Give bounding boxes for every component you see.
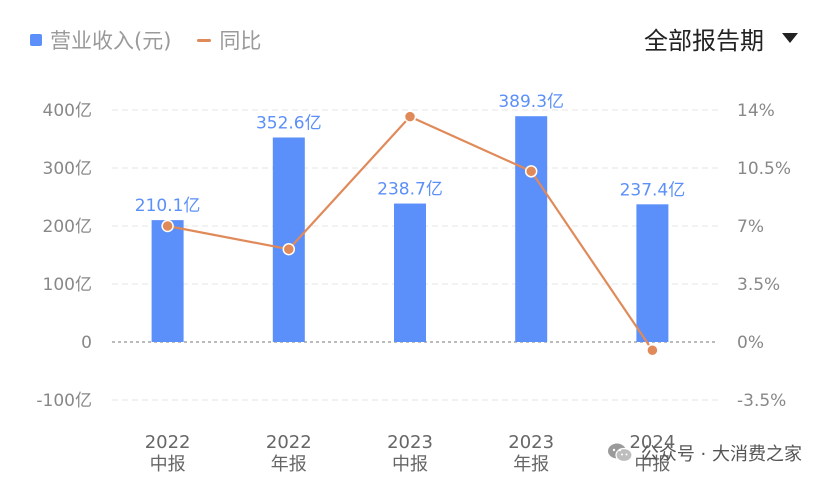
x-axis-period-label: 中报 [634, 454, 670, 475]
x-axis-year-label: 2022 [145, 432, 191, 453]
right-axis-tick-label: 10.5% [737, 159, 791, 179]
revenue-data-label: 352.6亿 [256, 113, 322, 133]
revenue-data-label: 237.4亿 [620, 180, 686, 200]
yoy-point [282, 242, 296, 256]
revenue-bar [636, 204, 669, 342]
revenue-data-label: 210.1亿 [135, 196, 201, 216]
x-axis-year-label: 2023 [508, 432, 554, 453]
yoy-point [403, 110, 417, 123]
right-axis-tick-label: 0% [737, 333, 764, 353]
yoy-point [161, 219, 174, 233]
wechat-icon [607, 442, 633, 464]
revenue-bar [151, 220, 184, 342]
revenue-data-label: 238.7亿 [377, 180, 443, 200]
x-axis-year-label: 2022 [266, 432, 312, 453]
x-axis-year-label: 2023 [387, 432, 433, 453]
right-axis-tick-label: -3.5% [737, 391, 786, 411]
triangle-down-icon [782, 33, 798, 43]
revenue-data-label: 389.3亿 [498, 92, 564, 112]
x-axis-period-label: 中报 [392, 454, 428, 475]
chart-legend: 营业收入(元) 同比 [30, 24, 261, 56]
x-axis-year-label: 2024 [629, 432, 675, 453]
left-axis-tick-label: 0 [81, 333, 92, 353]
left-axis-tick-label: 200亿 [43, 217, 92, 237]
yoy-point [524, 165, 538, 178]
revenue-bar [272, 137, 305, 342]
right-axis-tick-label: 3.5% [737, 275, 780, 295]
report-period-dropdown[interactable]: 全部报告期 [644, 20, 798, 56]
x-axis-period-label: 年报 [271, 454, 307, 475]
x-axis-period-label: 年报 [513, 454, 549, 475]
left-axis-tick-label: -100亿 [36, 391, 92, 411]
left-axis-tick-label: 100亿 [43, 275, 92, 295]
yoy-point [646, 344, 659, 357]
x-axis-period-label: 中报 [150, 454, 186, 475]
watermark: 公众号 · 大消费之家 [607, 440, 802, 466]
watermark-text: 公众号 · 大消费之家 [640, 444, 802, 465]
legend-label-revenue: 营业收入(元) [50, 29, 172, 53]
legend-item-revenue[interactable]: 营业收入(元) [30, 25, 171, 55]
bar-swatch-icon [30, 34, 42, 46]
left-axis-tick-label: 400亿 [43, 101, 92, 121]
report-period-label: 全部报告期 [644, 26, 764, 55]
left-axis-tick-label: 300亿 [43, 159, 92, 179]
legend-item-yoy[interactable]: 同比 [197, 25, 261, 55]
revenue-bar [394, 203, 426, 342]
legend-label-yoy: 同比 [219, 29, 262, 53]
right-axis-tick-label: 14% [737, 101, 775, 121]
right-axis-tick-label: 7% [737, 217, 764, 237]
revenue-bar [515, 116, 548, 343]
line-swatch-icon [197, 38, 212, 42]
